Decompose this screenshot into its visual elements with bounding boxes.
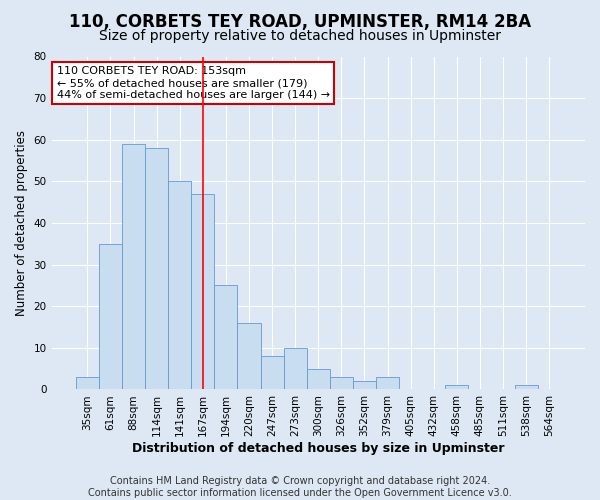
Bar (145, 148, 168, 390)
Bar (515, 386, 538, 390)
Bar (353, 381, 376, 390)
Text: 110 CORBETS TEY ROAD: 153sqm
← 55% of detached houses are smaller (179)
44% of s: 110 CORBETS TEY ROAD: 153sqm ← 55% of de… (57, 66, 330, 100)
Bar (330, 377, 353, 390)
Bar (307, 368, 330, 390)
Y-axis label: Number of detached properties: Number of detached properties (15, 130, 28, 316)
Bar (168, 182, 191, 390)
X-axis label: Distribution of detached houses by size in Upminster: Distribution of detached houses by size … (132, 442, 505, 455)
Bar (76, 377, 99, 390)
Bar (214, 286, 238, 390)
Bar (445, 386, 469, 390)
Bar (238, 323, 260, 390)
Bar (260, 356, 284, 390)
Bar (284, 348, 307, 390)
Text: Size of property relative to detached houses in Upminster: Size of property relative to detached ho… (99, 29, 501, 43)
Text: Contains HM Land Registry data © Crown copyright and database right 2024.
Contai: Contains HM Land Registry data © Crown c… (88, 476, 512, 498)
Bar (191, 194, 214, 390)
Bar (376, 377, 399, 390)
Text: 110, CORBETS TEY ROAD, UPMINSTER, RM14 2BA: 110, CORBETS TEY ROAD, UPMINSTER, RM14 2… (69, 12, 531, 30)
Bar (122, 144, 145, 390)
Bar (99, 244, 122, 390)
